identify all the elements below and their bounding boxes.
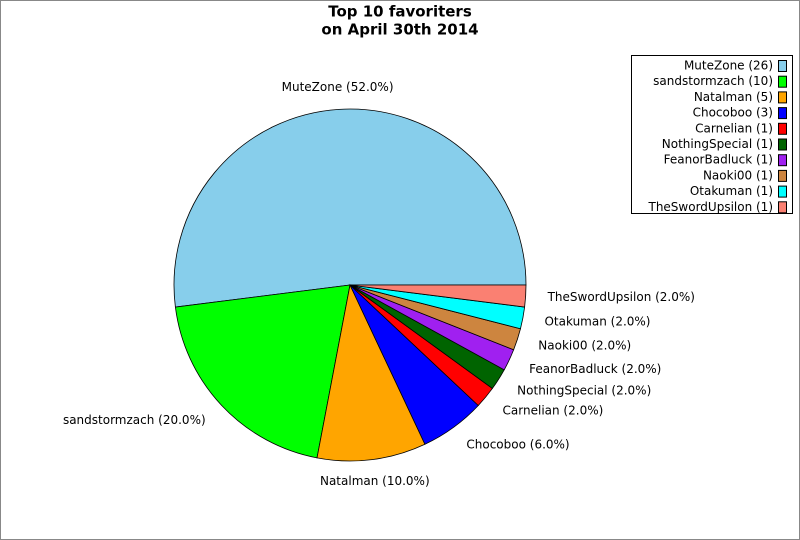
legend-swatch	[778, 154, 787, 167]
legend-label: MuteZone (26)	[684, 59, 773, 73]
legend-label: Naoki00 (1)	[703, 168, 773, 182]
slice-label: sandstormzach (20.0%)	[63, 413, 206, 427]
legend-swatch	[778, 107, 787, 120]
slice-label: Chocoboo (6.0%)	[466, 438, 569, 452]
pie-slice	[173, 108, 527, 308]
legend-label: Chocoboo (3)	[693, 106, 773, 120]
pie-slice	[174, 284, 351, 459]
pie-slice	[316, 283, 426, 462]
legend-swatch	[778, 201, 787, 214]
legend-box	[631, 55, 793, 214]
slice-label: Naoki00 (2.0%)	[538, 339, 631, 353]
legend-label: FeanorBadluck (1)	[664, 153, 773, 167]
legend-swatch	[778, 138, 787, 151]
slice-label: TheSwordUpsilon (2.0%)	[547, 290, 695, 304]
legend-swatch	[778, 122, 787, 135]
slice-label: MuteZone (52.0%)	[282, 80, 394, 94]
legend-swatch	[778, 75, 787, 88]
legend-swatch	[778, 60, 787, 72]
legend-label: Otakuman (1)	[690, 184, 773, 198]
slice-label: FeanorBadluck (2.0%)	[529, 362, 661, 376]
legend-swatch	[778, 91, 787, 104]
slice-label: Natalman (10.0%)	[320, 474, 430, 488]
legend-label: NothingSpecial (1)	[662, 137, 773, 151]
legend-label: Carnelian (1)	[695, 121, 773, 135]
slice-label: Otakuman (2.0%)	[544, 315, 650, 329]
pie-slice	[349, 284, 527, 308]
slice-label: NothingSpecial (2.0%)	[517, 384, 651, 398]
chart-subtitle: on April 30th 2014	[321, 21, 478, 39]
chart-title: Top 10 favoriters	[328, 3, 472, 21]
legend-label: TheSwordUpsilon (1)	[647, 200, 773, 214]
slice-label: Carnelian (2.0%)	[503, 404, 604, 418]
legend-label: Natalman (5)	[694, 90, 773, 104]
legend-swatch	[778, 185, 787, 198]
legend-swatch	[778, 169, 787, 182]
legend-label: sandstormzach (10)	[653, 74, 773, 88]
